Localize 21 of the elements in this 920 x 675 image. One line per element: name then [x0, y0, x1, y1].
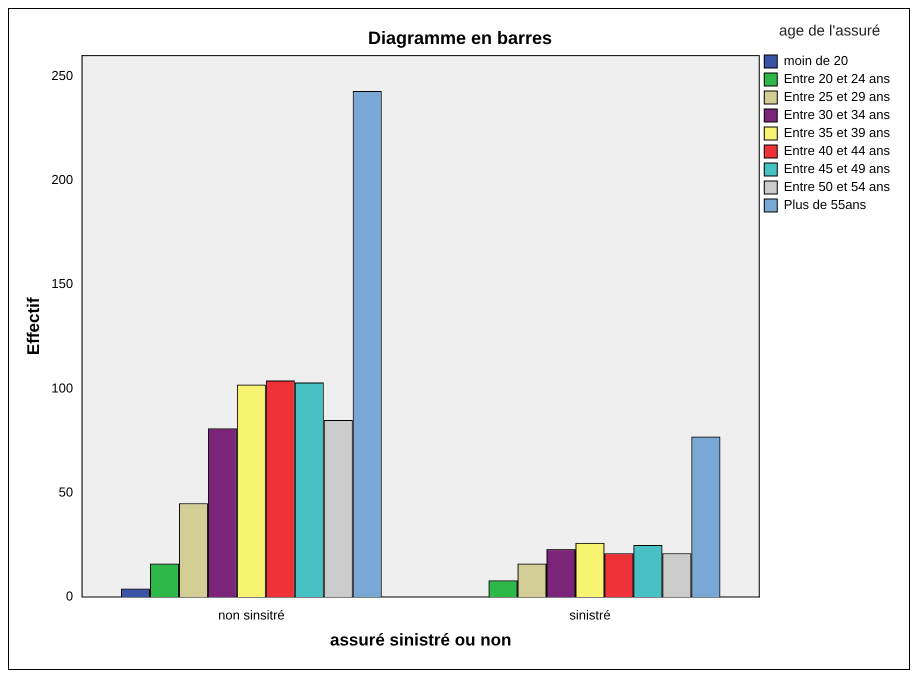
y-tick-label: 50 [58, 484, 74, 500]
y-tick-label: 150 [51, 276, 74, 292]
chart-title: Diagramme en barres [368, 28, 552, 48]
legend-label: Entre 50 et 54 ans [784, 179, 890, 194]
legend-label: Entre 30 et 34 ans [784, 107, 890, 122]
y-tick-label: 0 [66, 588, 74, 604]
legend-label: Entre 20 et 24 ans [784, 71, 890, 86]
legend-label: Entre 40 et 44 ans [784, 143, 890, 158]
x-tick-label: sinistré [569, 607, 611, 622]
y-tick-label: 100 [51, 380, 74, 396]
x-axis-title: assuré sinistré ou non [330, 630, 512, 650]
legend-label: moin de 20 [784, 53, 848, 68]
y-tick-label: 200 [51, 172, 74, 188]
y-axis-title: Effectif [24, 297, 43, 356]
legend-title: age de l'assuré [778, 22, 880, 40]
legend-label: Entre 45 et 49 ans [784, 161, 890, 176]
x-tick-label: non sinsitré [218, 607, 285, 622]
legend-label: Plus de 55ans [784, 197, 867, 212]
legend-label: Entre 35 et 39 ans [784, 125, 890, 140]
y-tick-label: 250 [51, 68, 74, 83]
legend-label: Entre 25 et 29 ans [784, 89, 890, 104]
